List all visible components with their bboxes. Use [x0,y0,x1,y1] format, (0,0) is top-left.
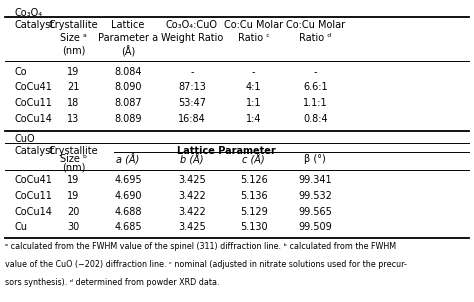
Text: CoCu41: CoCu41 [14,82,52,92]
Text: Cu: Cu [14,222,27,232]
Text: Catalyst: Catalyst [14,20,55,30]
Text: 18: 18 [67,98,80,108]
Text: a (Å): a (Å) [116,154,140,165]
Text: 5.130: 5.130 [240,222,267,232]
Text: 19: 19 [67,191,80,201]
Text: 21: 21 [67,82,80,92]
Text: 99.509: 99.509 [298,222,332,232]
Text: 0.8:4: 0.8:4 [303,114,328,124]
Text: Size ᵇ: Size ᵇ [60,154,87,164]
Text: ᵃ calculated from the FWHM value of the spinel (311) diffraction line. ᵇ calcula: ᵃ calculated from the FWHM value of the … [5,242,396,251]
Text: 19: 19 [67,175,80,185]
Text: CuO: CuO [14,134,35,144]
Text: 20: 20 [67,207,80,217]
Text: 8.087: 8.087 [114,98,142,108]
Text: value of the CuO (−202) diffraction line. ᶜ nominal (adjusted in nitrate solutio: value of the CuO (−202) diffraction line… [5,260,407,269]
Text: 4:1: 4:1 [246,82,261,92]
Text: CoCu11: CoCu11 [14,191,52,201]
Text: 5.126: 5.126 [240,175,267,185]
Text: 4.690: 4.690 [114,191,142,201]
Text: 99.565: 99.565 [298,207,332,217]
Text: 5.129: 5.129 [240,207,267,217]
Text: Co₃O₄:CuO
Weight Ratio: Co₃O₄:CuO Weight Ratio [161,20,223,43]
Text: 6.6:1: 6.6:1 [303,82,328,92]
Text: CoCu14: CoCu14 [14,114,52,124]
Text: 8.084: 8.084 [114,67,142,77]
Text: 13: 13 [67,114,80,124]
Text: (nm): (nm) [62,162,85,172]
Text: sors synthesis). ᵈ determined from powder XRD data.: sors synthesis). ᵈ determined from powde… [5,278,219,287]
Text: 1.1:1: 1.1:1 [303,98,328,108]
Text: β (°): β (°) [304,154,326,164]
Text: Co: Co [14,67,27,77]
Text: 53:47: 53:47 [178,98,206,108]
Text: 8.089: 8.089 [114,114,142,124]
Text: 87:13: 87:13 [178,82,206,92]
Text: 4.688: 4.688 [114,207,142,217]
Text: Crystallite
Size ᵃ
(nm): Crystallite Size ᵃ (nm) [49,20,98,56]
Text: -: - [252,67,255,77]
Text: 3.422: 3.422 [178,207,206,217]
Text: 99.532: 99.532 [298,191,332,201]
Text: 3.425: 3.425 [178,175,206,185]
Text: Co:Cu Molar
Ratio ᶜ: Co:Cu Molar Ratio ᶜ [224,20,283,43]
Text: CoCu14: CoCu14 [14,207,52,217]
Text: 99.341: 99.341 [299,175,332,185]
Text: 1:1: 1:1 [246,98,261,108]
Text: 19: 19 [67,67,80,77]
Text: b (Å): b (Å) [180,154,204,165]
Text: 30: 30 [67,222,80,232]
Text: Lattice
Parameter a
(Å): Lattice Parameter a (Å) [98,20,158,58]
Text: 3.422: 3.422 [178,191,206,201]
Text: -: - [190,67,194,77]
Text: 5.136: 5.136 [240,191,267,201]
Text: 16:84: 16:84 [178,114,206,124]
Text: Catalyst: Catalyst [14,146,55,156]
Text: c (Å): c (Å) [242,154,265,165]
Text: 8.090: 8.090 [114,82,142,92]
Text: Co₃O₄: Co₃O₄ [14,8,42,18]
Text: -: - [313,67,317,77]
Text: Co:Cu Molar
Ratio ᵈ: Co:Cu Molar Ratio ᵈ [286,20,345,43]
Text: Crystallite: Crystallite [49,146,98,156]
Text: 4.685: 4.685 [114,222,142,232]
Text: 4.695: 4.695 [114,175,142,185]
Text: Lattice Parameter: Lattice Parameter [177,146,276,156]
Text: CoCu11: CoCu11 [14,98,52,108]
Text: 3.425: 3.425 [178,222,206,232]
Text: CoCu41: CoCu41 [14,175,52,185]
Text: 1:4: 1:4 [246,114,261,124]
